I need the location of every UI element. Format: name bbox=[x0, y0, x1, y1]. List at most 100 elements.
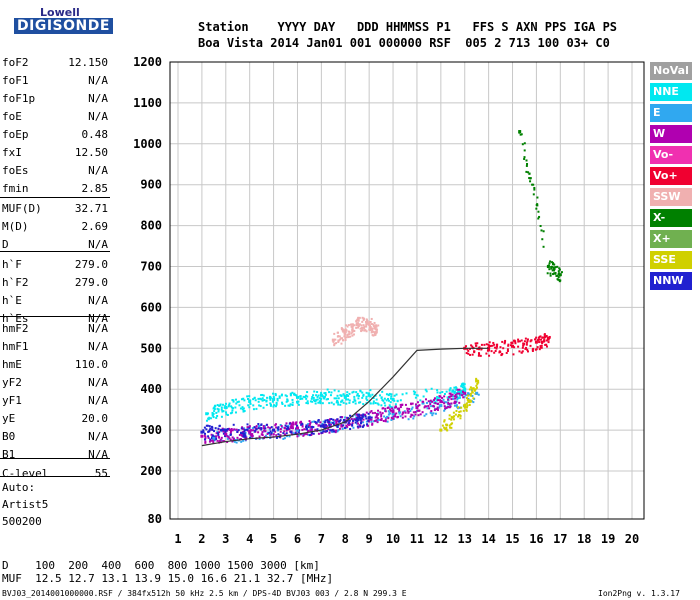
echo-point bbox=[325, 398, 328, 401]
echo-point bbox=[319, 399, 322, 402]
echo-point bbox=[322, 420, 325, 423]
echo-point bbox=[436, 389, 439, 392]
echo-point bbox=[468, 404, 471, 407]
echo-point bbox=[204, 437, 207, 440]
echo-point bbox=[220, 406, 223, 409]
echo-point bbox=[323, 392, 326, 395]
echo-point bbox=[307, 426, 310, 429]
series-point-x- bbox=[546, 265, 550, 268]
x-tick-label: 7 bbox=[318, 532, 325, 546]
echo-point bbox=[315, 394, 318, 397]
echo-point bbox=[495, 347, 498, 350]
echo-point bbox=[467, 394, 470, 397]
echo-point bbox=[433, 409, 436, 412]
echo-point bbox=[449, 426, 452, 429]
echo-point bbox=[356, 392, 359, 395]
echo-point bbox=[316, 398, 319, 401]
echo-point bbox=[328, 431, 331, 434]
echo-point bbox=[430, 405, 433, 408]
echo-point bbox=[429, 401, 432, 404]
echo-point bbox=[235, 441, 238, 444]
echo-point bbox=[331, 421, 334, 424]
param-value: 0.48 bbox=[81, 128, 109, 141]
echo-point bbox=[448, 417, 451, 420]
echo-point bbox=[433, 397, 436, 400]
echo-point bbox=[354, 421, 357, 424]
echo-point bbox=[359, 417, 362, 420]
echo-point bbox=[265, 423, 268, 426]
echo-point bbox=[365, 325, 368, 328]
echo-point bbox=[371, 422, 374, 425]
echo-point bbox=[535, 207, 538, 210]
echo-point bbox=[395, 412, 398, 415]
series-point-nne bbox=[451, 389, 455, 393]
echo-point bbox=[545, 343, 548, 346]
echo-point bbox=[404, 411, 407, 414]
echo-point bbox=[374, 419, 377, 422]
series-point-nnw bbox=[367, 416, 371, 420]
echo-point bbox=[349, 428, 352, 431]
echo-point bbox=[211, 439, 214, 442]
echo-point bbox=[224, 402, 227, 405]
echo-point bbox=[227, 435, 230, 438]
echo-point bbox=[241, 426, 244, 429]
echo-point bbox=[258, 435, 261, 438]
echo-point bbox=[348, 419, 351, 422]
echo-point bbox=[212, 441, 215, 444]
echo-point bbox=[317, 420, 320, 423]
echo-point bbox=[288, 428, 291, 431]
echo-point bbox=[287, 426, 290, 429]
param-name: MUF(D) bbox=[2, 202, 42, 215]
echo-point bbox=[207, 417, 210, 420]
echo-point bbox=[342, 424, 345, 427]
echo-point bbox=[417, 414, 420, 417]
legend-item-noval: NoVal bbox=[650, 62, 692, 80]
param-name: foEp bbox=[2, 128, 29, 141]
echo-point bbox=[337, 340, 340, 343]
echo-point bbox=[436, 408, 439, 411]
echo-point bbox=[539, 346, 542, 349]
x-tick-label: 18 bbox=[577, 532, 591, 546]
echo-point bbox=[278, 395, 281, 398]
echo-point bbox=[388, 411, 391, 414]
echo-point bbox=[467, 399, 470, 402]
echo-point bbox=[301, 425, 304, 428]
echo-point bbox=[317, 401, 320, 404]
echo-point bbox=[443, 392, 446, 395]
echo-point bbox=[370, 418, 373, 421]
echo-point bbox=[345, 424, 348, 427]
echo-point bbox=[457, 406, 460, 409]
echo-point bbox=[522, 344, 525, 347]
echo-point bbox=[468, 388, 471, 391]
x-tick-label: 2 bbox=[198, 532, 205, 546]
echo-point bbox=[473, 350, 476, 353]
echo-point bbox=[523, 157, 526, 160]
echo-point bbox=[261, 399, 264, 402]
echo-point bbox=[423, 406, 426, 409]
echo-point bbox=[369, 329, 372, 332]
echo-point bbox=[221, 427, 224, 430]
echo-point bbox=[269, 427, 272, 430]
echo-point bbox=[347, 330, 350, 333]
param-value: N/A bbox=[88, 238, 108, 251]
echo-point bbox=[337, 339, 340, 342]
echo-point bbox=[441, 424, 444, 427]
echo-point bbox=[205, 428, 208, 431]
param-row: foF1p N/A bbox=[2, 90, 108, 108]
echo-point bbox=[341, 427, 344, 430]
series-point-nnw bbox=[272, 428, 276, 432]
echo-point bbox=[222, 403, 225, 406]
echo-point bbox=[468, 347, 471, 350]
echo-point bbox=[349, 414, 352, 417]
echo-point bbox=[387, 413, 390, 416]
echo-point bbox=[291, 401, 294, 404]
legend-item-sse: SSE bbox=[650, 251, 692, 269]
echo-point bbox=[415, 394, 418, 397]
echo-point bbox=[449, 393, 452, 396]
series-nnw bbox=[202, 412, 373, 441]
echo-point bbox=[217, 433, 220, 436]
param-name: h`F2 bbox=[2, 276, 29, 289]
x-tick-label: 8 bbox=[342, 532, 349, 546]
echo-point bbox=[294, 394, 297, 397]
echo-point bbox=[305, 428, 308, 431]
